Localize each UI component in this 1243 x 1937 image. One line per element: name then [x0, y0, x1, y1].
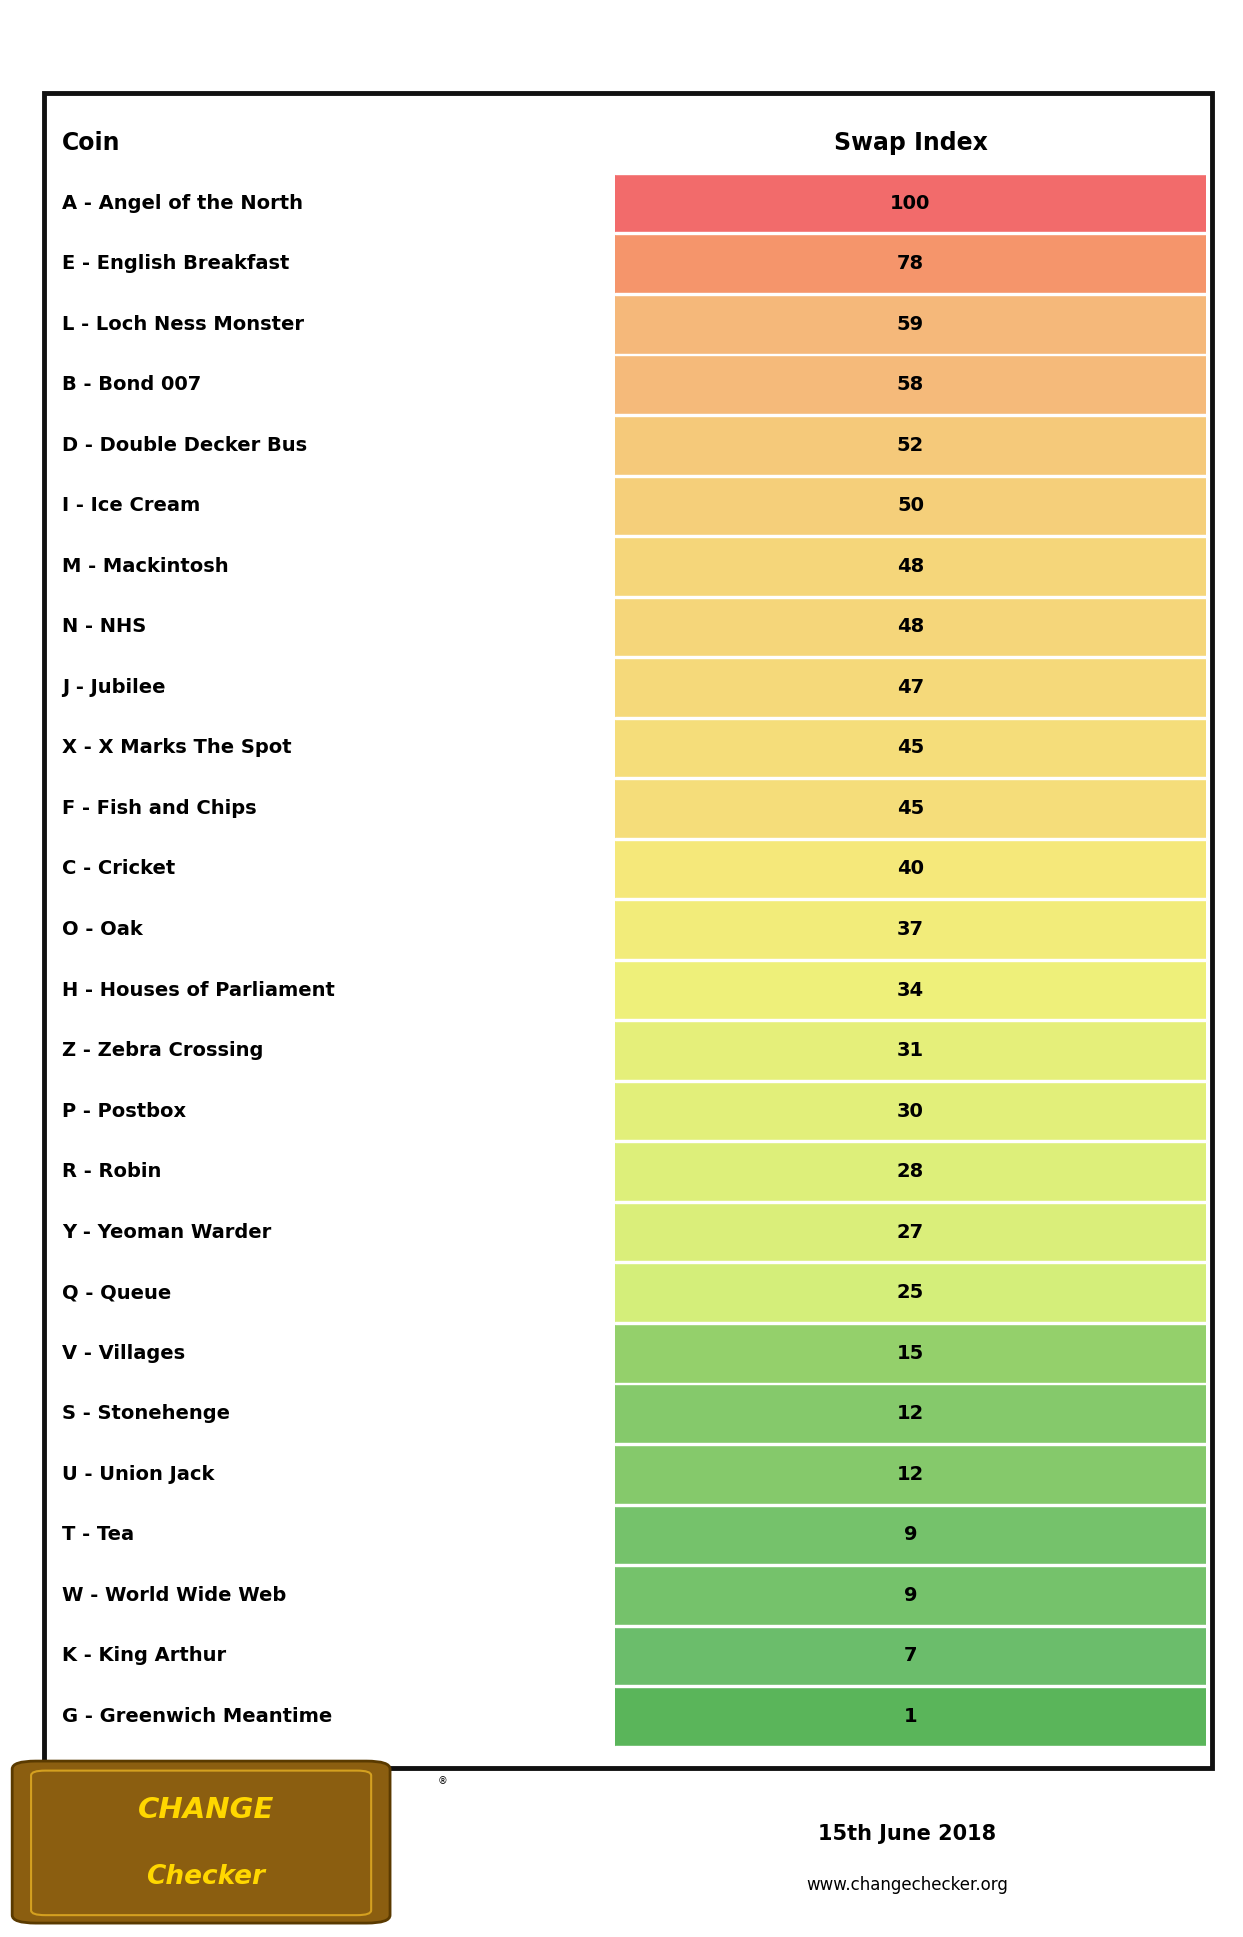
Text: 37: 37 [897, 920, 924, 939]
Bar [615, 961, 1206, 1021]
Bar [615, 232, 1206, 294]
Bar [615, 1685, 1206, 1747]
Text: X - X Marks The Spot: X - X Marks The Spot [62, 738, 292, 757]
Text: 31: 31 [897, 1040, 924, 1060]
Bar [615, 717, 1206, 779]
Bar [44, 93, 1212, 1768]
Text: 7: 7 [904, 1646, 917, 1666]
Bar [615, 415, 1206, 475]
Text: W - World Wide Web: W - World Wide Web [62, 1586, 286, 1606]
Bar [615, 839, 1206, 899]
Text: 48: 48 [897, 618, 924, 637]
Text: G - Greenwich Meantime: G - Greenwich Meantime [62, 1706, 332, 1726]
Bar [615, 1505, 1206, 1565]
Text: 28: 28 [897, 1162, 924, 1182]
Text: 15: 15 [897, 1344, 924, 1364]
Bar [615, 597, 1206, 657]
FancyArrow shape [615, 1141, 1206, 1143]
Text: 9: 9 [904, 1586, 917, 1606]
Text: A - Angel of the North: A - Angel of the North [62, 194, 303, 213]
Text: 25: 25 [897, 1282, 924, 1302]
Text: 100: 100 [890, 194, 931, 213]
Text: I - Ice Cream: I - Ice Cream [62, 496, 200, 515]
Text: 47: 47 [897, 678, 924, 697]
Text: 78: 78 [897, 254, 924, 273]
Text: CHANGE: CHANGE [138, 1796, 273, 1825]
Text: F - Fish and Chips: F - Fish and Chips [62, 798, 257, 817]
Text: Swap Index: Swap Index [834, 130, 987, 155]
FancyArrow shape [615, 1201, 1206, 1203]
Bar [615, 1383, 1206, 1445]
Text: 59: 59 [897, 314, 924, 333]
Text: 12: 12 [897, 1404, 924, 1424]
Bar [615, 294, 1206, 354]
Bar [615, 1141, 1206, 1201]
Bar [615, 1201, 1206, 1263]
Text: 40: 40 [897, 860, 924, 879]
Bar [615, 1445, 1206, 1505]
Text: J - Jubilee: J - Jubilee [62, 678, 165, 697]
Text: 52: 52 [897, 436, 924, 455]
Text: 1: 1 [904, 1706, 917, 1726]
Text: Coin: Coin [62, 130, 121, 155]
Text: K - King Arthur: K - King Arthur [62, 1646, 226, 1666]
Text: U - Union Jack: U - Union Jack [62, 1464, 215, 1484]
Text: M - Mackintosh: M - Mackintosh [62, 556, 229, 575]
FancyArrow shape [615, 1261, 1206, 1263]
Bar [615, 475, 1206, 537]
Text: 58: 58 [897, 376, 924, 395]
Text: ®: ® [438, 1776, 447, 1786]
Bar [615, 1081, 1206, 1141]
Text: 45: 45 [897, 738, 924, 757]
Text: 27: 27 [897, 1222, 924, 1242]
Text: 45: 45 [897, 798, 924, 817]
Text: 15th June 2018: 15th June 2018 [818, 1825, 997, 1844]
Text: Z - Zebra Crossing: Z - Zebra Crossing [62, 1040, 264, 1060]
Bar [615, 1565, 1206, 1625]
FancyArrow shape [615, 1321, 1206, 1325]
Text: Y - Yeoman Warder: Y - Yeoman Warder [62, 1222, 271, 1242]
Text: D - Double Decker Bus: D - Double Decker Bus [62, 436, 307, 455]
Text: E - English Breakfast: E - English Breakfast [62, 254, 290, 273]
Text: www.changechecker.org: www.changechecker.org [807, 1875, 1008, 1894]
Bar [615, 1323, 1206, 1383]
Bar [615, 1263, 1206, 1323]
Text: R - Robin: R - Robin [62, 1162, 162, 1182]
Bar [615, 537, 1206, 597]
Bar [615, 657, 1206, 717]
Bar [615, 354, 1206, 415]
Bar [615, 779, 1206, 839]
Text: 34: 34 [897, 980, 924, 999]
Text: 48: 48 [897, 556, 924, 575]
Bar [615, 172, 1206, 232]
Text: N - NHS: N - NHS [62, 618, 147, 637]
Text: S - Stonehenge: S - Stonehenge [62, 1404, 230, 1424]
Text: O - Oak: O - Oak [62, 920, 143, 939]
Text: 9: 9 [904, 1524, 917, 1544]
FancyArrow shape [615, 1383, 1206, 1385]
FancyArrow shape [615, 1019, 1206, 1021]
Text: C - Cricket: C - Cricket [62, 860, 175, 879]
Text: T - Tea: T - Tea [62, 1524, 134, 1544]
Text: B - Bond 007: B - Bond 007 [62, 376, 201, 395]
Text: 50: 50 [897, 496, 924, 515]
Text: H - Houses of Parliament: H - Houses of Parliament [62, 980, 336, 999]
Bar [615, 1021, 1206, 1081]
Text: V - Villages: V - Villages [62, 1344, 185, 1364]
FancyBboxPatch shape [12, 1761, 390, 1923]
Text: L - Loch Ness Monster: L - Loch Ness Monster [62, 314, 305, 333]
Bar [615, 899, 1206, 961]
Text: Checker: Checker [147, 1863, 265, 1891]
Text: P - Postbox: P - Postbox [62, 1102, 186, 1122]
Text: 12: 12 [897, 1464, 924, 1484]
Text: Q - Queue: Q - Queue [62, 1282, 172, 1302]
Bar [615, 1625, 1206, 1685]
Text: 30: 30 [897, 1102, 924, 1122]
